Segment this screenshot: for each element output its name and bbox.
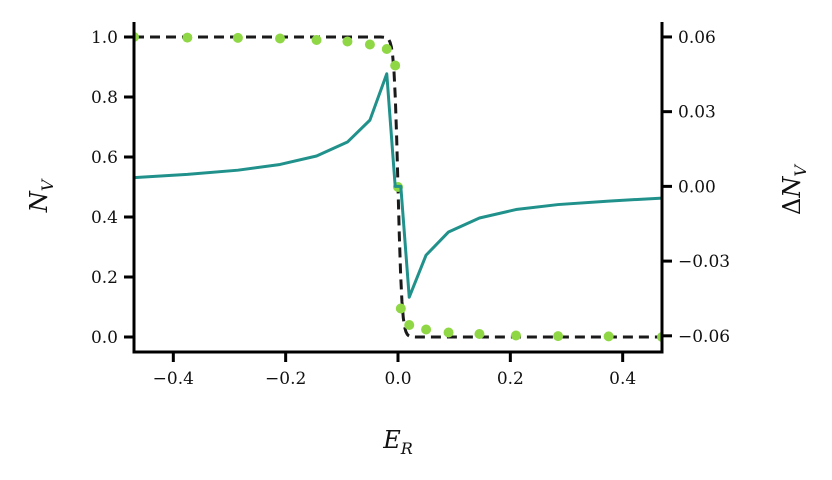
data-point <box>421 324 432 335</box>
series-line-difference <box>134 72 662 299</box>
x-tick-label: 0.2 <box>497 369 524 389</box>
tick-labels: −0.4 −0.2 0.0 0.2 0.4 0.0 0.2 0.4 0.6 0.8 1.0 −0.06… <box>91 28 730 389</box>
data-point <box>275 33 286 44</box>
y-left-tick-label: 0.4 <box>91 208 118 228</box>
data-point <box>395 303 406 314</box>
y-left-tick-label: 0.0 <box>91 328 118 348</box>
data-point <box>443 327 454 338</box>
x-tick-label: −0.4 <box>153 369 194 389</box>
data-point <box>603 331 614 342</box>
data-point <box>381 44 392 54</box>
data-point <box>553 331 564 342</box>
x-tick-label: 0.0 <box>384 369 411 389</box>
y-right-tick-label: 0.06 <box>678 28 716 48</box>
y-axis-label-left: NV <box>25 178 57 213</box>
plot-area <box>134 32 662 342</box>
data-point <box>232 32 243 43</box>
y-right-tick-label: 0.00 <box>678 177 716 197</box>
y-left-tick-label: 0.8 <box>91 88 118 108</box>
x-tick-label: 0.4 <box>609 369 636 389</box>
data-point <box>342 36 353 47</box>
y-left-tick-label: 1.0 <box>91 28 118 48</box>
data-point <box>404 320 415 330</box>
x-tick-label: −0.2 <box>265 369 306 389</box>
y-right-tick-label: 0.03 <box>678 103 716 123</box>
data-point <box>510 330 521 341</box>
y-left-tick-label: 0.6 <box>91 148 118 168</box>
y-right-tick-label: −0.06 <box>678 327 730 347</box>
y-axis-label-right: ΔNV <box>778 164 810 215</box>
data-point <box>474 329 485 339</box>
y-right-tick-label: −0.03 <box>678 252 730 272</box>
data-point <box>311 35 322 45</box>
data-point <box>364 39 375 50</box>
data-point <box>182 32 193 43</box>
y-left-tick-label: 0.2 <box>91 268 118 288</box>
x-axis-label: ER <box>382 426 413 458</box>
axes <box>124 22 672 362</box>
data-point <box>390 60 401 71</box>
